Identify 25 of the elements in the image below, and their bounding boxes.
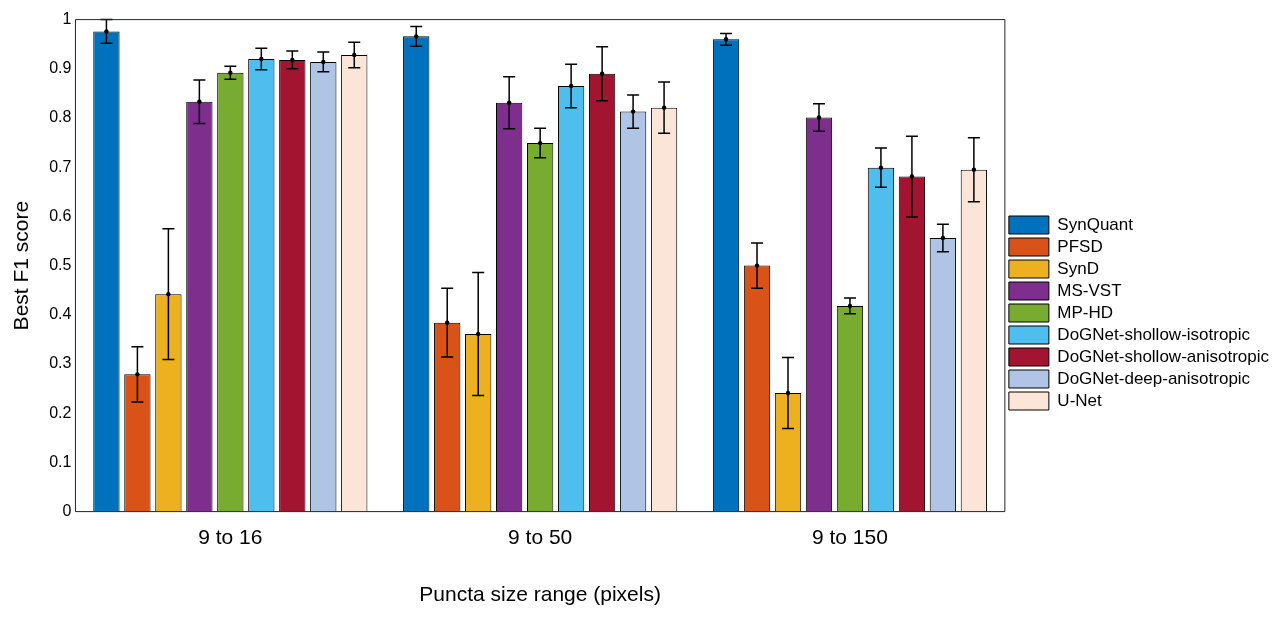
- x-tick-label: 9 to 150: [812, 525, 888, 548]
- legend-label: PFSD: [1057, 236, 1103, 256]
- y-tick-label: 0.1: [49, 452, 72, 470]
- y-tick-label: 0.8: [49, 108, 72, 126]
- legend-label: MS-VST: [1057, 280, 1122, 300]
- legend-label: DoGNet-shollow-isotropic: [1057, 324, 1251, 344]
- legend-label: U-Net: [1057, 390, 1103, 410]
- y-tick-label: 0.6: [49, 206, 72, 224]
- y-axis-title: Best F1 score: [9, 200, 33, 331]
- legend-label: DoGNet-shollow-anisotropic: [1057, 346, 1270, 366]
- x-axis-title: Puncta size range (pixels): [419, 582, 661, 606]
- legend-label: SynD: [1057, 258, 1099, 278]
- legend-label: DoGNet-deep-anisotropic: [1057, 368, 1251, 388]
- legend-label: SynQuant: [1057, 214, 1134, 234]
- y-tick-label: 1: [62, 10, 72, 28]
- x-tick-label: 9 to 16: [198, 525, 263, 548]
- legend-label: MP-HD: [1057, 302, 1114, 322]
- y-tick-label: 0.3: [49, 354, 72, 372]
- y-tick-label: 0.2: [49, 403, 72, 421]
- y-tick-label: 0.9: [49, 59, 72, 77]
- y-tick-label: 0: [62, 502, 72, 520]
- y-tick-label: 0.5: [49, 256, 72, 274]
- y-tick-label: 0.4: [49, 305, 72, 323]
- y-tick-label: 0.7: [49, 157, 72, 175]
- x-tick-label: 9 to 50: [508, 525, 573, 548]
